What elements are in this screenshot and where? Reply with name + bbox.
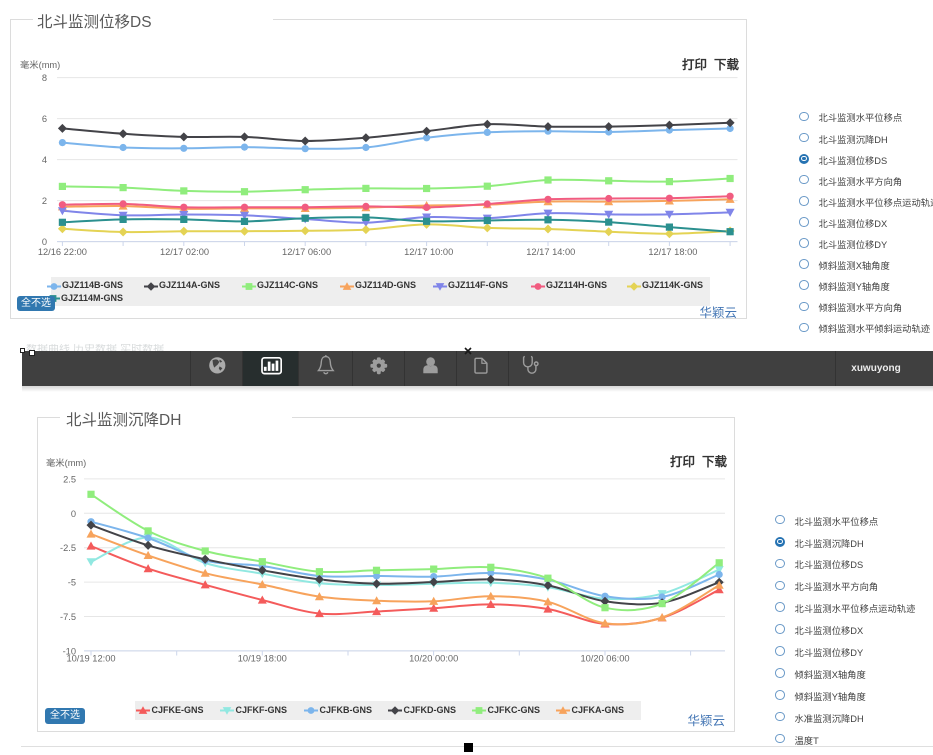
svg-text:2: 2: [42, 196, 47, 206]
svg-text:0: 0: [71, 509, 76, 519]
svg-text:-5: -5: [68, 578, 76, 588]
svg-text:12/17 06:00: 12/17 06:00: [282, 247, 331, 257]
svg-text:12/17 14:00: 12/17 14:00: [526, 247, 575, 257]
svg-text:-7.5: -7.5: [60, 612, 76, 622]
svg-text:10/19 18:00: 10/19 18:00: [238, 654, 287, 664]
svg-text:-10: -10: [63, 646, 76, 656]
svg-text:12/16 22:00: 12/16 22:00: [38, 247, 87, 257]
svg-text:10/19 12:00: 10/19 12:00: [66, 654, 115, 664]
svg-text:-2.5: -2.5: [60, 543, 76, 553]
svg-text:4: 4: [42, 155, 47, 165]
svg-text:2.5: 2.5: [63, 474, 76, 484]
svg-text:12/17 02:00: 12/17 02:00: [160, 247, 209, 257]
svg-text:6: 6: [42, 114, 47, 124]
svg-text:10/20 06:00: 10/20 06:00: [580, 654, 629, 664]
svg-text:8: 8: [42, 73, 47, 83]
svg-text:10/20 00:00: 10/20 00:00: [409, 654, 458, 664]
svg-text:0: 0: [42, 237, 47, 247]
svg-text:12/17 18:00: 12/17 18:00: [648, 247, 697, 257]
svg-text:12/17 10:00: 12/17 10:00: [404, 247, 453, 257]
